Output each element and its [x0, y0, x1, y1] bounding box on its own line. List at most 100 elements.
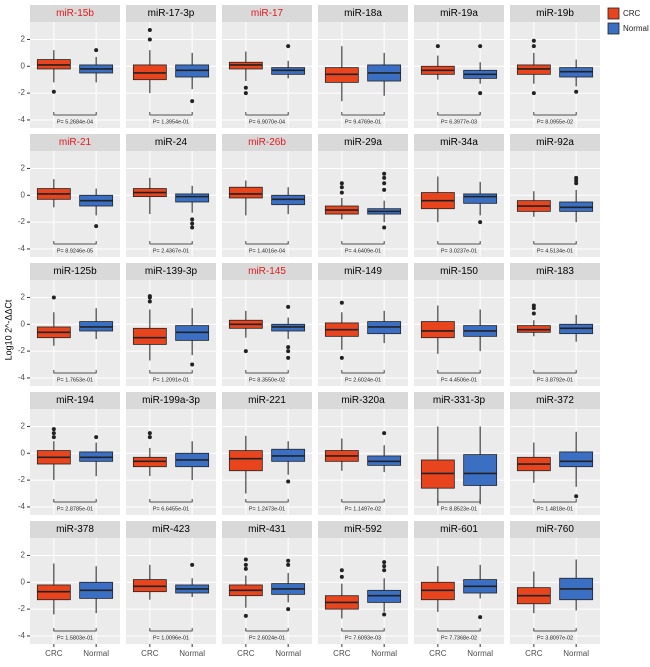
p-value: P= 1.3954e-01 [153, 119, 189, 125]
panel-bg [30, 22, 120, 128]
outlier [51, 295, 56, 300]
y-tick-label: -4 [18, 502, 26, 511]
bracket [341, 370, 385, 374]
outlier [382, 175, 387, 180]
y-tick-label: 2 [21, 35, 26, 44]
panel-title: miR-19a [440, 8, 478, 19]
y-tick-label: -2 [18, 346, 26, 355]
outlier [382, 564, 387, 569]
outlier [190, 217, 195, 222]
panel-title: miR-372 [536, 395, 574, 406]
outlier [531, 38, 536, 43]
outlier [286, 607, 291, 612]
panel-bg [222, 22, 312, 128]
p-value: P= 1.4818e-01 [537, 506, 573, 512]
outlier [339, 568, 344, 573]
panel-title: miR-125b [53, 266, 97, 277]
outlier [243, 613, 248, 618]
outlier [94, 224, 99, 229]
outlier [147, 299, 152, 304]
panel-title: miR-26b [248, 137, 286, 148]
outlier [286, 304, 291, 309]
strip [222, 5, 312, 22]
strip [414, 5, 504, 22]
y-tick-label: -4 [18, 244, 26, 253]
x-tick-label: CRC [429, 649, 447, 658]
y-tick-label: -2 [18, 475, 26, 484]
panel-title: miR-34a [440, 137, 478, 148]
outlier [190, 225, 195, 230]
panel-title: miR-194 [56, 395, 94, 406]
panel-title: miR-149 [344, 266, 382, 277]
p-value: P= 8.0955e-02 [537, 119, 573, 125]
bracket [53, 112, 97, 116]
bracket [149, 241, 193, 245]
x-tick-label: Normal [467, 649, 493, 658]
x-tick-label: Normal [275, 649, 301, 658]
bracket [341, 241, 385, 245]
y-tick-label: 0 [21, 190, 26, 199]
outlier [478, 44, 483, 49]
outlier [382, 568, 387, 573]
strip [222, 134, 312, 151]
outlier [243, 91, 248, 96]
outlier [243, 566, 248, 571]
y-tick-label: -2 [18, 88, 26, 97]
p-value: P= 1.0096e-01 [153, 635, 189, 641]
strip [222, 392, 312, 409]
outlier [339, 574, 344, 579]
outlier [94, 435, 99, 440]
panel-title: miR-760 [536, 524, 574, 535]
p-value: P= 3.8097e-02 [537, 635, 573, 641]
outlier [382, 187, 387, 192]
box [420, 321, 455, 339]
outlier [286, 349, 291, 354]
bracket [149, 499, 193, 503]
legend-label: Normal [623, 24, 649, 33]
outlier [286, 562, 291, 567]
box [228, 186, 263, 199]
outlier [382, 225, 387, 230]
outlier [339, 185, 344, 190]
outlier [243, 85, 248, 90]
panel-title: miR-183 [536, 266, 574, 277]
p-value: P= 1.2091e-01 [153, 377, 189, 383]
panel-bg [126, 151, 216, 257]
panel-title: miR-17 [251, 8, 284, 19]
bracket [149, 628, 193, 632]
panel-bg [222, 280, 312, 386]
p-value: P= 8.8523e-01 [441, 506, 477, 512]
strip [510, 263, 600, 280]
outlier [147, 28, 152, 33]
panel-title: miR-29a [344, 137, 382, 148]
outlier [339, 181, 344, 186]
bracket [341, 499, 385, 503]
strip [318, 134, 408, 151]
outlier [339, 355, 344, 360]
outlier [435, 44, 440, 49]
strip [318, 5, 408, 22]
p-value: P= 4.6409e-01 [345, 248, 381, 254]
outlier [147, 431, 152, 436]
strip [510, 5, 600, 22]
x-tick-label: Normal [371, 649, 397, 658]
outlier [51, 89, 56, 94]
x-tick-label: CRC [237, 649, 255, 658]
panel-title: miR-423 [152, 524, 190, 535]
strip [30, 134, 120, 151]
legend-label: CRC [623, 9, 641, 18]
p-value: P= 8.9246e-05 [57, 248, 93, 254]
p-value: P= 7.7368e-02 [441, 635, 477, 641]
panel-title: miR-378 [56, 524, 94, 535]
strip [414, 263, 504, 280]
y-tick-label: 0 [21, 61, 26, 70]
p-value: P= 2.4367e-01 [153, 248, 189, 254]
strip [318, 392, 408, 409]
outlier [147, 294, 152, 299]
strip [222, 263, 312, 280]
outlier [478, 615, 483, 620]
bracket [533, 112, 577, 116]
outlier [147, 37, 152, 42]
bracket [53, 370, 97, 374]
